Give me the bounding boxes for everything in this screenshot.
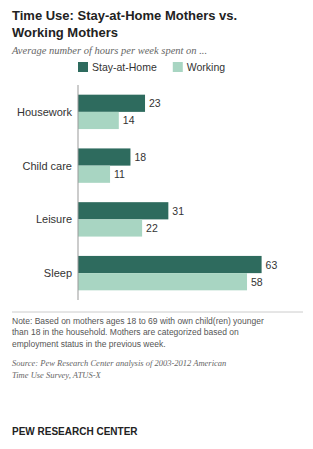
legend-label: Stay-at-Home bbox=[92, 61, 157, 73]
category-label: Sleep bbox=[44, 267, 72, 279]
data-label: 22 bbox=[146, 222, 158, 234]
data-label: 11 bbox=[114, 168, 125, 180]
bar bbox=[78, 166, 110, 183]
bar bbox=[78, 112, 119, 129]
separator bbox=[12, 312, 303, 313]
data-label: 58 bbox=[251, 276, 263, 288]
data-label: 18 bbox=[134, 151, 146, 163]
category-label: Child care bbox=[22, 160, 72, 172]
data-label: 31 bbox=[172, 205, 184, 217]
title: Time Use: Stay-at-Home Mothers vs.Workin… bbox=[12, 8, 237, 40]
legend-swatch bbox=[78, 62, 88, 72]
category-label: Leisure bbox=[36, 213, 72, 225]
bar bbox=[78, 148, 130, 165]
bar bbox=[78, 219, 142, 236]
bars bbox=[78, 95, 262, 291]
note: Note: Based on mothers ages 18 to 69 wit… bbox=[12, 316, 264, 349]
bar bbox=[78, 256, 262, 273]
footer: PEW RESEARCH CENTER bbox=[12, 426, 138, 437]
source: Source: Pew Research Center analysis of … bbox=[12, 358, 226, 379]
data-label: 23 bbox=[149, 97, 161, 109]
subtitle: Average number of hours per week spent o… bbox=[11, 45, 207, 56]
bar bbox=[78, 95, 145, 112]
legend: Stay-at-Home Working bbox=[78, 61, 225, 73]
data-label: 63 bbox=[266, 259, 278, 271]
chart: Time Use: Stay-at-Home Mothers vs.Workin… bbox=[0, 0, 313, 449]
bar bbox=[78, 273, 247, 290]
legend-swatch bbox=[173, 62, 183, 72]
legend-label: Working bbox=[187, 61, 225, 73]
category-label: Housework bbox=[17, 106, 73, 118]
labels: Housework 23 14 Child care 18 11 Leisure 31 22 Sl… bbox=[17, 97, 277, 287]
axis-line bbox=[78, 85, 79, 300]
bar bbox=[78, 202, 168, 219]
data-label: 14 bbox=[123, 114, 135, 126]
